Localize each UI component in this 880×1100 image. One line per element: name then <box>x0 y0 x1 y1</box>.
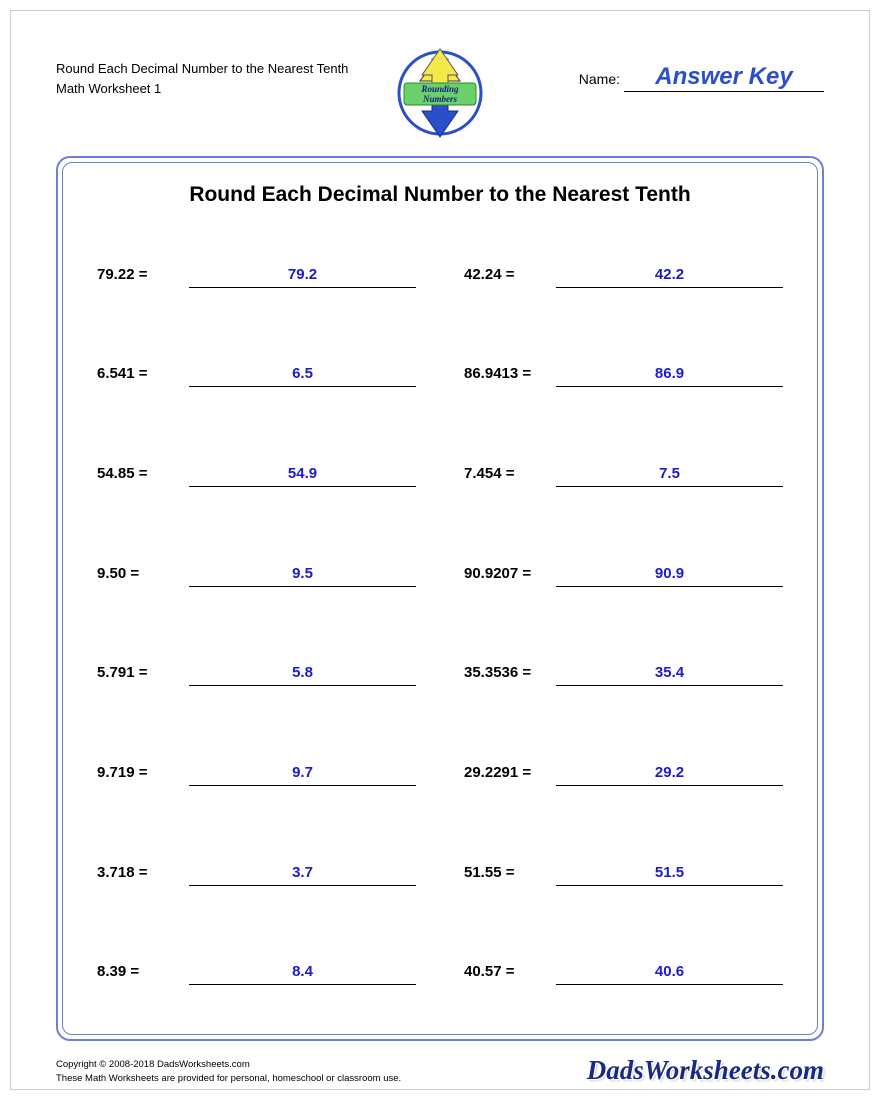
name-input-line[interactable]: Answer Key <box>624 63 824 92</box>
problem-item: 7.454 = 7.5 <box>460 465 787 487</box>
answer-line[interactable]: 42.2 <box>556 266 783 288</box>
page-header: Round Each Decimal Number to the Nearest… <box>56 51 824 146</box>
answer-line[interactable]: 35.4 <box>556 664 783 686</box>
problem-question: 5.791 = <box>97 664 189 681</box>
answer-line[interactable]: 8.4 <box>189 963 416 985</box>
page-footer: Copyright © 2008-2018 DadsWorksheets.com… <box>56 1055 824 1086</box>
answer-line[interactable]: 79.2 <box>189 266 416 288</box>
problem-answer: 9.7 <box>292 764 313 781</box>
problem-item: 29.2291 = 29.2 <box>460 764 787 786</box>
problem-question: 6.541 = <box>97 365 189 382</box>
problem-answer: 8.4 <box>292 963 313 980</box>
problem-answer: 9.5 <box>292 565 313 582</box>
footer-disclaimer: These Math Worksheets are provided for p… <box>56 1072 401 1086</box>
problem-item: 9.50 = 9.5 <box>93 565 420 587</box>
answer-key-text: Answer Key <box>645 63 802 92</box>
name-field-block: Name: Answer Key <box>579 51 824 92</box>
problem-question: 42.24 = <box>464 266 556 283</box>
problem-question: 40.57 = <box>464 963 556 980</box>
problem-question: 8.39 = <box>97 963 189 980</box>
problem-item: 54.85 = 54.9 <box>93 465 420 487</box>
answer-line[interactable]: 90.9 <box>556 565 783 587</box>
problem-item: 35.3536 = 35.4 <box>460 664 787 686</box>
problem-answer: 5.8 <box>292 664 313 681</box>
rounding-logo-icon: Rounding Numbers <box>390 43 490 143</box>
problem-item: 6.541 = 6.5 <box>93 365 420 387</box>
worksheet-frame-inner: Round Each Decimal Number to the Nearest… <box>62 162 818 1035</box>
worksheet-page: Round Each Decimal Number to the Nearest… <box>10 10 870 1090</box>
problem-question: 90.9207 = <box>464 565 556 582</box>
name-label: Name: <box>579 71 620 87</box>
problem-answer: 79.2 <box>288 266 317 283</box>
problem-answer: 54.9 <box>288 465 317 482</box>
header-title-line1: Round Each Decimal Number to the Nearest… <box>56 59 348 79</box>
problem-answer: 6.5 <box>292 365 313 382</box>
svg-text:Numbers: Numbers <box>422 94 458 104</box>
problem-item: 79.22 = 79.2 <box>93 266 420 288</box>
answer-line[interactable]: 9.5 <box>189 565 416 587</box>
problem-question: 86.9413 = <box>464 365 556 382</box>
site-logo-text: DadsWorksheets.com <box>587 1055 824 1086</box>
problem-item: 42.24 = 42.2 <box>460 266 787 288</box>
answer-line[interactable]: 51.5 <box>556 864 783 886</box>
answer-line[interactable]: 29.2 <box>556 764 783 786</box>
svg-text:Rounding: Rounding <box>420 84 459 94</box>
problem-item: 86.9413 = 86.9 <box>460 365 787 387</box>
worksheet-title: Round Each Decimal Number to the Nearest… <box>93 183 787 207</box>
footer-text: Copyright © 2008-2018 DadsWorksheets.com… <box>56 1058 401 1087</box>
header-title-line2: Math Worksheet 1 <box>56 79 348 99</box>
problem-answer: 90.9 <box>655 565 684 582</box>
problems-grid: 79.22 = 79.2 42.24 = 42.2 6.541 = 6.5 86.9413 … <box>93 227 787 1024</box>
answer-line[interactable]: 3.7 <box>189 864 416 886</box>
problem-question: 29.2291 = <box>464 764 556 781</box>
problem-answer: 3.7 <box>292 864 313 881</box>
answer-line[interactable]: 5.8 <box>189 664 416 686</box>
answer-line[interactable]: 86.9 <box>556 365 783 387</box>
problem-answer: 86.9 <box>655 365 684 382</box>
problem-item: 51.55 = 51.5 <box>460 864 787 886</box>
answer-line[interactable]: 54.9 <box>189 465 416 487</box>
problem-item: 90.9207 = 90.9 <box>460 565 787 587</box>
answer-line[interactable]: 6.5 <box>189 365 416 387</box>
problem-question: 51.55 = <box>464 864 556 881</box>
answer-line[interactable]: 40.6 <box>556 963 783 985</box>
worksheet-frame-outer: Round Each Decimal Number to the Nearest… <box>56 156 824 1041</box>
problem-item: 8.39 = 8.4 <box>93 963 420 985</box>
answer-line[interactable]: 9.7 <box>189 764 416 786</box>
problem-question: 3.718 = <box>97 864 189 881</box>
problem-item: 5.791 = 5.8 <box>93 664 420 686</box>
problem-question: 79.22 = <box>97 266 189 283</box>
problem-answer: 40.6 <box>655 963 684 980</box>
problem-question: 9.50 = <box>97 565 189 582</box>
problem-answer: 7.5 <box>659 465 680 482</box>
problem-answer: 42.2 <box>655 266 684 283</box>
problem-answer: 51.5 <box>655 864 684 881</box>
problem-item: 9.719 = 9.7 <box>93 764 420 786</box>
problem-question: 7.454 = <box>464 465 556 482</box>
problem-question: 54.85 = <box>97 465 189 482</box>
problem-item: 40.57 = 40.6 <box>460 963 787 985</box>
problem-question: 9.719 = <box>97 764 189 781</box>
problem-answer: 35.4 <box>655 664 684 681</box>
answer-line[interactable]: 7.5 <box>556 465 783 487</box>
footer-copyright: Copyright © 2008-2018 DadsWorksheets.com <box>56 1058 401 1072</box>
problem-answer: 29.2 <box>655 764 684 781</box>
header-title-block: Round Each Decimal Number to the Nearest… <box>56 51 348 98</box>
problem-question: 35.3536 = <box>464 664 556 681</box>
problem-item: 3.718 = 3.7 <box>93 864 420 886</box>
